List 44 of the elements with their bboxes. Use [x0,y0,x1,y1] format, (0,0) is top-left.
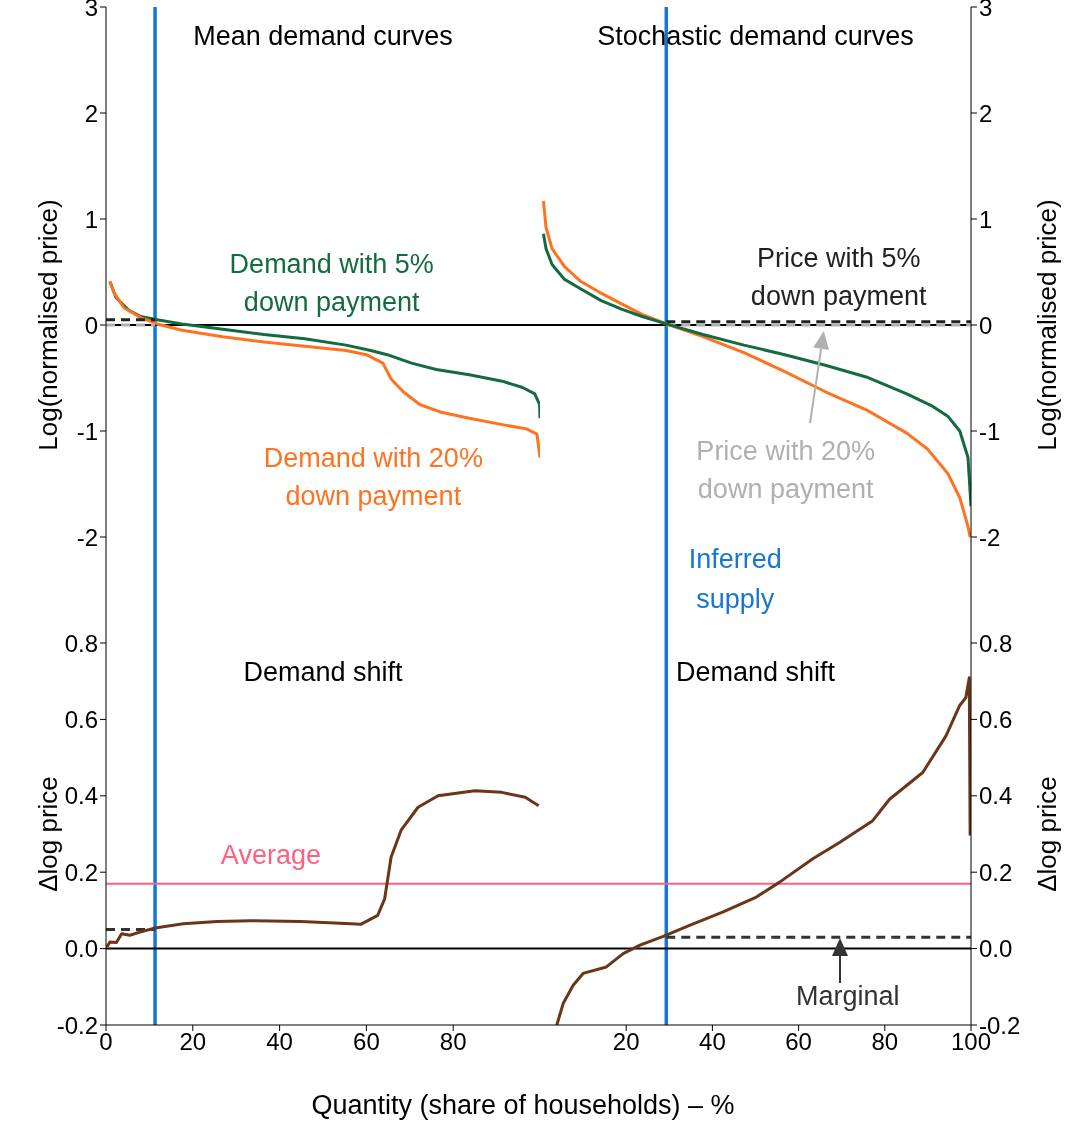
y2-axis-title: Δlog price [1031,776,1063,892]
y-tick-label: 2 [84,99,98,127]
y-tick-label: -2 [76,523,98,551]
y2-tick-label: 0.2 [979,858,1013,886]
y-tick-label: 0.6 [64,705,98,733]
y2-tick-label: -1 [979,417,1001,445]
y2-tick-label: 2 [979,99,993,127]
x-tick-label: 80 [439,1028,467,1056]
annotation: Price with 20% down payment [696,435,875,507]
y2-tick-label: -2 [979,523,1001,551]
x-tick-label: 80 [871,1028,899,1056]
y-tick-label: 1 [84,205,98,233]
ref-line-label: Inferred supply [688,543,782,617]
y-axis-title: Log(normalised price) [32,199,64,451]
y-axis-title: Δlog price [32,776,64,892]
x-tick-label: 20 [179,1028,207,1056]
y-tick-label: -1 [76,417,98,445]
y-tick-label: 0 [84,311,98,339]
y2-tick-label: 0.6 [979,705,1013,733]
annotation: Demand with 20% down payment [263,441,483,513]
y-tick-label: 0.0 [64,935,98,963]
y-tick-label: -0.2 [56,1011,98,1039]
x-tick-label: 40 [699,1028,726,1056]
text: Mean demand curves [192,21,454,52]
ref-line-label: Average [220,838,321,872]
x-tick-label: 60 [785,1028,812,1056]
y2-tick-label: 0.8 [979,629,1013,657]
x-tick-label: 20 [612,1028,640,1056]
annotation: Price with 5% down payment [750,242,927,314]
text: Demand shift [242,657,404,688]
x-tick-label: 40 [266,1028,293,1056]
y-tick-label: 0.2 [64,858,98,886]
y2-tick-label: 0.4 [979,782,1013,810]
x-tick-label: 60 [353,1028,380,1056]
y2-tick-label: 0.0 [979,935,1013,963]
annotation: Demand with 5% down payment [229,247,434,319]
y2-axis-title: Log(normalised price) [1031,199,1063,451]
y2-tick-label: 0 [979,311,993,339]
text: Demand shift [674,657,837,688]
y2-tick-label: 1 [979,205,993,233]
x-axis-title: Quantity (share of households) – % [310,1090,736,1121]
y-tick-label: 0.8 [64,629,98,657]
y-tick-label: 0.4 [64,782,98,810]
annotation: Marginal [795,979,900,1013]
